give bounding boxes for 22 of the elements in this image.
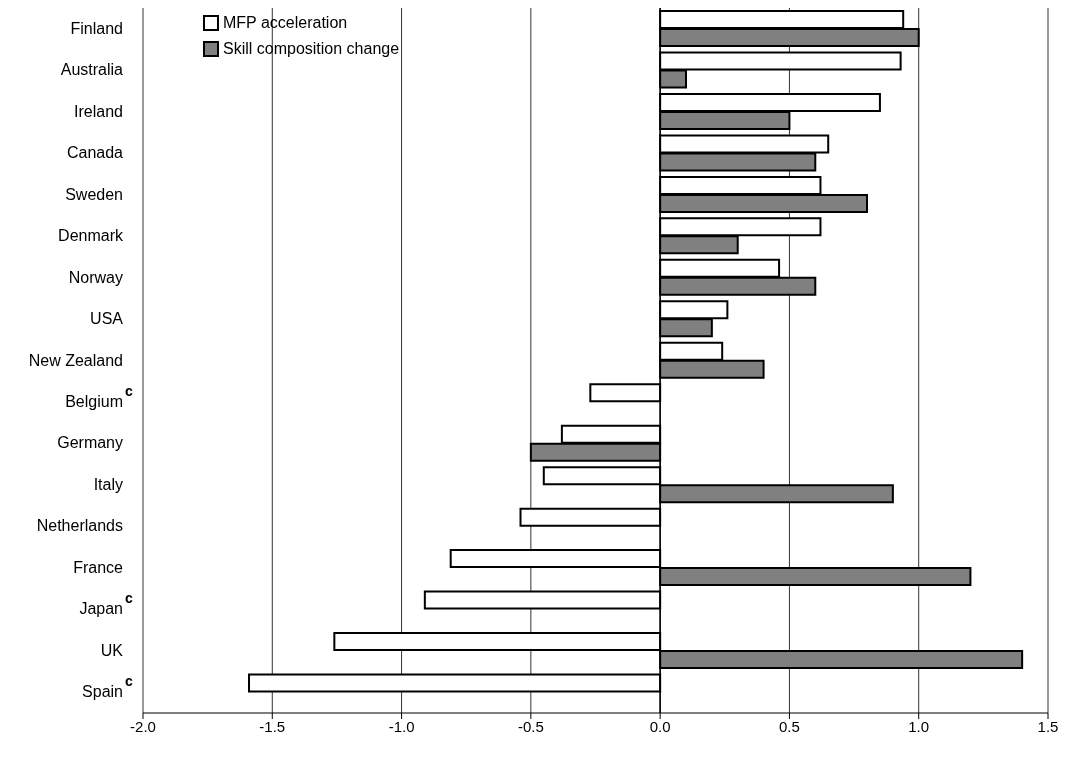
x-tick-label: 0.5 [779, 717, 800, 735]
x-tick-label: 1.5 [1037, 717, 1059, 735]
x-tick-label: 0.0 [649, 717, 671, 735]
y-tick-label: Netherlands [36, 517, 123, 535]
y-tick-label: Australia [60, 61, 124, 79]
y-tick-label: Ireland [74, 102, 123, 120]
y-tick-label: Denmark [58, 227, 124, 245]
x-tick-label: -1.0 [388, 717, 415, 735]
x-tick-label: -0.5 [517, 717, 544, 735]
y-tick-label: Sweden [65, 185, 123, 203]
y-tick-label: Germany [57, 434, 123, 452]
y-tick-label: Finland [70, 19, 123, 37]
x-tick-label: -2.0 [130, 717, 156, 735]
y-tick-label: USA [90, 310, 124, 328]
y-tick-label: France [73, 558, 124, 576]
y-tick-label: Canada [66, 144, 124, 162]
x-tick-label: 1.0 [908, 717, 930, 735]
y-tick-label: Norway [68, 268, 123, 286]
y-tick-label: UK [100, 641, 124, 659]
y-tick-label: New Zealand [28, 351, 123, 369]
x-tick-label: -1.5 [259, 717, 286, 735]
y-tick-label: Italy [93, 475, 123, 493]
